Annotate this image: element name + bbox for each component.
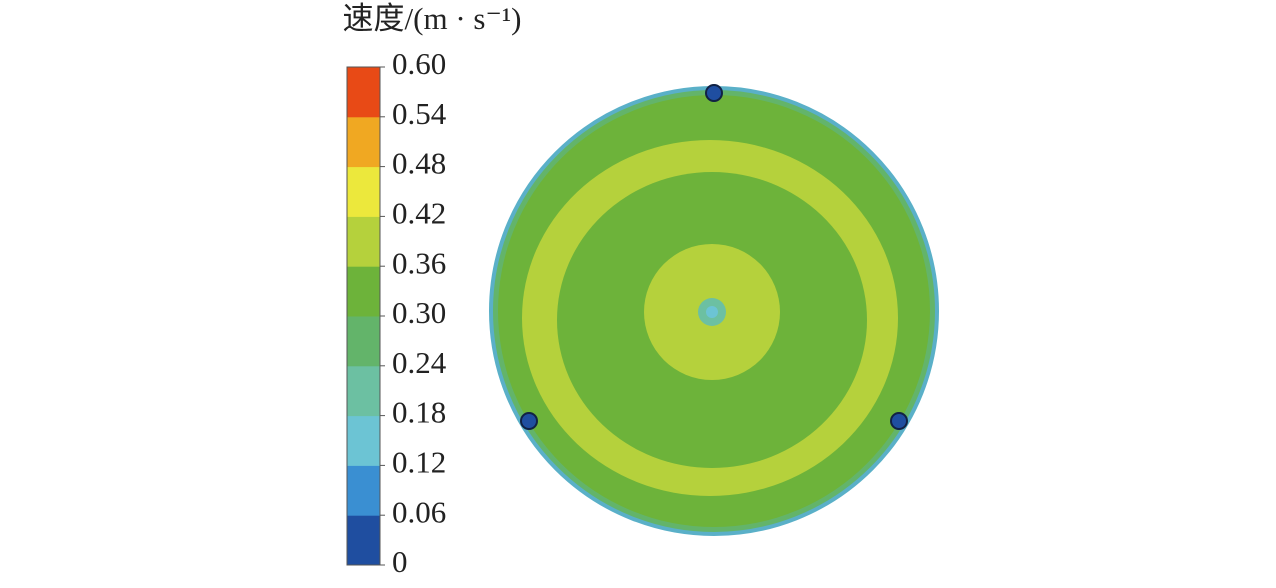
colorbar-tick-label: 0.42 xyxy=(392,196,446,231)
colorbar-tick-label: 0.12 xyxy=(392,445,446,480)
colorbar-band xyxy=(346,415,381,466)
inlet xyxy=(705,84,723,102)
colorbar-tick-label: 0 xyxy=(392,544,408,579)
inlet xyxy=(520,412,538,430)
colorbar-band xyxy=(346,514,381,566)
colorbar-band xyxy=(346,166,381,217)
colorbar-band xyxy=(346,116,381,168)
colorbar-tick-label: 0.30 xyxy=(392,295,446,330)
contour-region xyxy=(706,306,718,318)
colorbar-band xyxy=(346,265,381,317)
colorbar-tick-label: 0.36 xyxy=(392,245,446,280)
colorbar-band xyxy=(346,66,381,118)
inlet xyxy=(890,412,908,430)
colorbar-tick-label: 0.60 xyxy=(392,46,446,81)
colorbar-tick-label: 0.54 xyxy=(392,96,447,131)
colorbar-title: 速度/(m · s⁻¹) xyxy=(343,1,522,36)
colorbar-band xyxy=(346,315,381,367)
velocity-field xyxy=(489,84,939,536)
colorbar-band xyxy=(346,464,381,516)
colorbar-band xyxy=(346,215,381,267)
colorbar-tick-label: 0.48 xyxy=(392,146,446,181)
colorbar-band xyxy=(346,365,381,417)
colorbar-tick-label: 0.24 xyxy=(392,345,447,380)
colorbar-tick-label: 0.06 xyxy=(392,494,446,529)
colorbar-tick-label: 0.18 xyxy=(392,395,446,430)
